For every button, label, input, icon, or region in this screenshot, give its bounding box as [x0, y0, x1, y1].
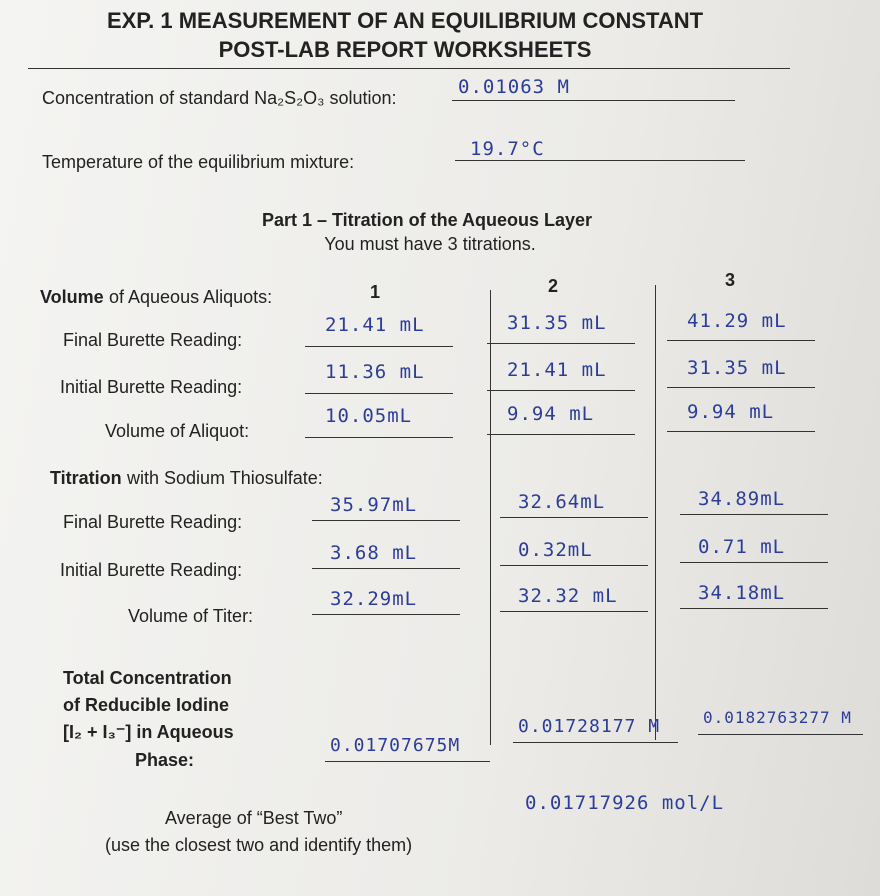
entry: 3.68 mL [330, 542, 418, 564]
entry: 31.35 mL [507, 312, 607, 334]
row-label: Initial Burette Reading: [60, 377, 243, 397]
answer-line [500, 611, 648, 612]
row-label: (use the closest two and identify them) [105, 835, 413, 855]
answer-line [312, 520, 460, 521]
row-label: of Reducible Iodine [63, 695, 230, 715]
entry: 0.01707675M [330, 735, 461, 756]
title: EXP. 1 MEASUREMENT OF AN EQUILIBRIUM CON… [106, 8, 704, 33]
field-value: 0.01063 M [458, 76, 570, 98]
row-label: [I₂ + I₃⁻] in Aqueous [63, 722, 234, 742]
column-divider [490, 290, 491, 745]
field-label: Temperature of the equilibrium mixture: [42, 152, 355, 172]
row-label: Initial Burette Reading: [60, 560, 243, 580]
row-label: Final Burette Reading: [63, 512, 243, 532]
entry: 21.41 mL [325, 314, 425, 336]
answer-line [487, 390, 635, 391]
answer-line [305, 346, 453, 347]
answer-line [452, 100, 735, 101]
column-label: 2 [548, 276, 559, 296]
answer-line [487, 434, 635, 435]
column-label: 1 [370, 282, 381, 302]
answer-line [667, 340, 815, 341]
answer-line [312, 614, 460, 615]
entry: 32.29mL [330, 588, 418, 610]
entry: 0.01728177 M [518, 716, 661, 737]
entry: 41.29 mL [687, 310, 787, 332]
answer-line [667, 431, 815, 432]
entry: 0.0182763277 M [703, 708, 852, 727]
answer-line [305, 437, 453, 438]
entry: 21.41 mL [507, 359, 607, 381]
row-label: Total Concentration [63, 668, 232, 688]
row-label: Titration [50, 468, 122, 488]
entry: 32.64mL [518, 491, 606, 513]
answer-line [500, 517, 648, 518]
section-subtitle: You must have 3 titrations. [324, 234, 536, 254]
entry: 0.01717926 mol/L [525, 792, 725, 814]
entry: 34.18mL [698, 582, 786, 604]
entry: 0.32mL [518, 539, 593, 561]
entry: 34.89mL [698, 488, 786, 510]
title: POST-LAB REPORT WORKSHEETS [218, 37, 592, 62]
entry: 35.97mL [330, 494, 418, 516]
answer-line [513, 742, 678, 743]
row-label: with Sodium Thiosulfate: [127, 468, 323, 488]
entry: 10.05mL [325, 405, 413, 427]
row-label: Average of “Best Two” [165, 808, 343, 828]
section-title: Part 1 – Titration of the Aqueous Layer [261, 210, 593, 230]
row-label: Phase: [135, 750, 195, 770]
answer-line [500, 565, 648, 566]
answer-line [312, 568, 460, 569]
row-label: of Aqueous Aliquots: [109, 287, 273, 307]
answer-line [680, 514, 828, 515]
column-divider [655, 285, 656, 740]
entry: 32.32 mL [518, 585, 618, 607]
row-label: Final Burette Reading: [63, 330, 243, 350]
field-label: Concentration of standard Na₂S₂O₃ soluti… [42, 88, 397, 108]
column-label: 3 [725, 270, 736, 290]
answer-line [680, 608, 828, 609]
title-rule [28, 68, 790, 69]
row-label: Volume of Titer: [128, 606, 254, 626]
entry: 31.35 mL [687, 357, 787, 379]
answer-line [325, 761, 490, 762]
row-label: Volume [40, 287, 104, 307]
field-value: 19.7°C [470, 138, 545, 160]
answer-line [698, 734, 863, 735]
answer-line [305, 393, 453, 394]
answer-line [667, 387, 815, 388]
entry: 0.71 mL [698, 536, 786, 558]
answer-line [455, 160, 745, 161]
row-label: Volume of Aliquot: [105, 421, 250, 441]
entry: 9.94 mL [507, 403, 595, 425]
answer-line [487, 343, 635, 344]
answer-line [680, 562, 828, 563]
entry: 9.94 mL [687, 401, 775, 423]
entry: 11.36 mL [325, 361, 425, 383]
